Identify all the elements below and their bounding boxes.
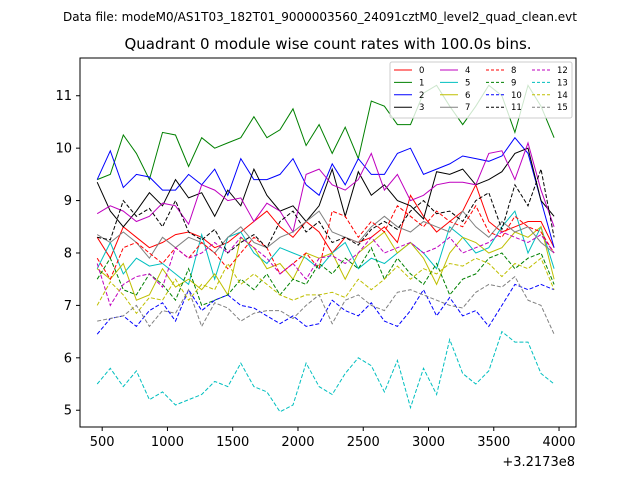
- legend-label-3: 3: [419, 103, 424, 113]
- y-tick-label: 8: [64, 246, 72, 261]
- series-line-7: [96, 210, 555, 260]
- legend-label-11: 11: [511, 103, 522, 113]
- series-line-2: [96, 136, 555, 248]
- series-line-9: [96, 246, 555, 307]
- y-tick-label: 11: [55, 89, 72, 104]
- x-axis-offset-label: +3.2173e8: [502, 455, 575, 470]
- y-tick-label: 9: [64, 194, 72, 209]
- series-line-13: [96, 330, 555, 413]
- legend-label-14: 14: [557, 91, 568, 101]
- series-line-8: [96, 204, 555, 281]
- legend-label-15: 15: [557, 103, 568, 113]
- legend-label-8: 8: [511, 66, 516, 76]
- y-tick-label: 5: [64, 404, 72, 419]
- legend-label-9: 9: [511, 78, 516, 88]
- series-line-0: [96, 183, 555, 260]
- series-line-11: [97, 167, 555, 254]
- x-tick-label: 500: [90, 435, 115, 450]
- series-line-15: [97, 275, 555, 335]
- x-tick-label: 3500: [477, 435, 510, 450]
- x-tick-label: 1000: [151, 435, 184, 450]
- series-line-12: [96, 231, 555, 307]
- legend-label-4: 4: [465, 66, 470, 76]
- legend-label-0: 0: [419, 66, 424, 76]
- series-line-4: [96, 141, 555, 234]
- series-line-5: [96, 210, 555, 286]
- series-layer: [96, 84, 555, 413]
- legend-label-2: 2: [419, 91, 424, 101]
- x-tick-label: 1500: [216, 435, 249, 450]
- legend-label-1: 1: [419, 78, 424, 88]
- y-tick-label: 7: [64, 299, 72, 314]
- x-axis: 500 1000 1500 2000 2500 3000 3500 4000: [90, 427, 576, 450]
- axes-frame: [79, 57, 577, 428]
- legend-label-12: 12: [557, 66, 568, 76]
- legend-label-6: 6: [465, 91, 470, 101]
- legend-label-5: 5: [465, 78, 470, 88]
- legend-label-7: 7: [465, 103, 470, 113]
- legend-box: [389, 61, 573, 119]
- y-tick-label: 6: [64, 351, 72, 366]
- legend-label-13: 13: [557, 78, 568, 88]
- x-tick-label: 3000: [412, 435, 445, 450]
- series-line-3: [96, 147, 555, 228]
- y-axis: 5 6 7 8 9 10 11: [55, 89, 80, 419]
- y-tick-label: 10: [55, 142, 72, 157]
- x-tick-label: 2500: [347, 435, 380, 450]
- figure-suptitle: Data file: modeM0/AS1T03_182T01_90000035…: [63, 10, 577, 24]
- legend-label-10: 10: [511, 91, 522, 101]
- chart-title: Quadrant 0 module wise count rates with …: [124, 35, 531, 53]
- series-line-10: [96, 283, 555, 335]
- series-line-14: [96, 257, 555, 315]
- x-tick-label: 4000: [542, 435, 575, 450]
- series-line-6: [96, 225, 555, 301]
- x-tick-label: 2000: [281, 435, 314, 450]
